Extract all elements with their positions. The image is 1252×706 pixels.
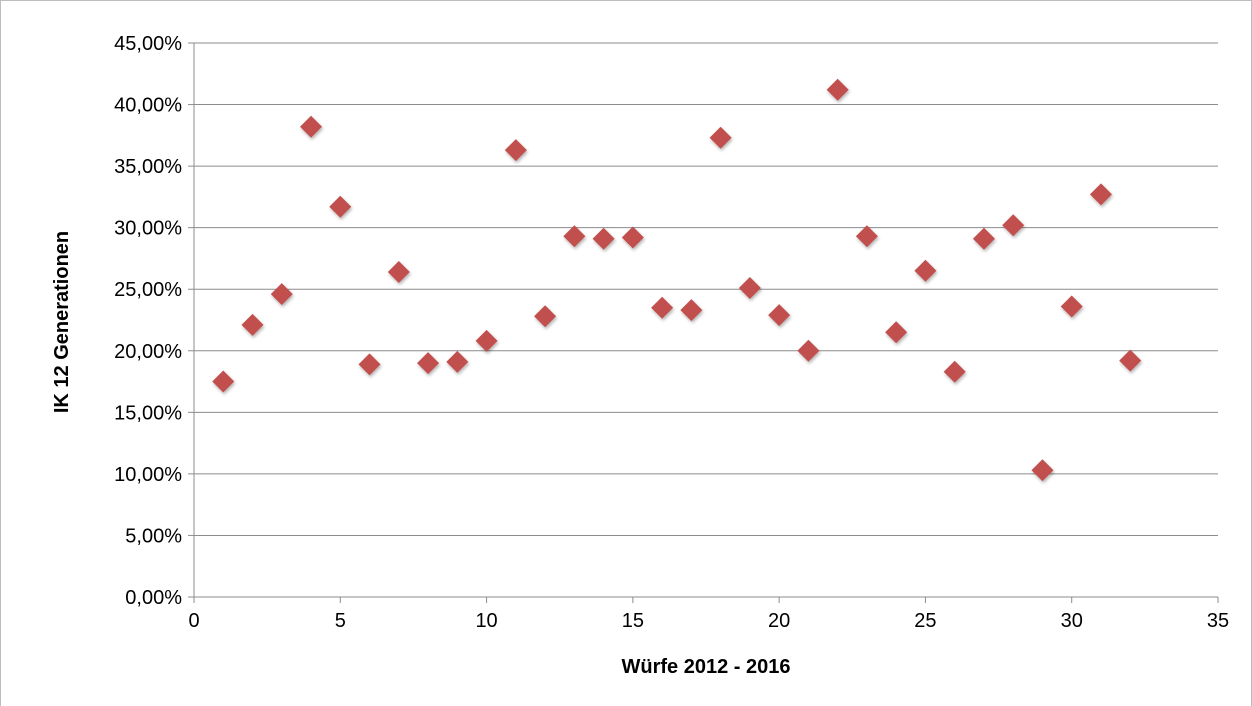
x-tick-label: 25 [914,610,936,632]
data-point [241,313,264,336]
y-tick-label: 5,00% [125,525,182,547]
data-point [972,227,995,250]
y-tick-label: 10,00% [114,464,182,486]
data-point [475,329,498,352]
y-tick-labels: 0,00% 5,00% 10,00% 15,00% 20,00% 25,00% 30,00%… [114,33,182,609]
x-tick-labels: 0 5 10 15 20 25 30 35 [188,610,1229,632]
data-point [768,304,791,327]
data-point [563,225,586,248]
x-tick-label: 0 [188,610,199,632]
data-point [417,352,440,375]
x-tick-label: 5 [335,610,346,632]
data-point [300,115,323,138]
x-tick-label: 15 [622,610,644,632]
y-tick-label: 0,00% [125,587,182,609]
gridlines [194,42,1218,536]
y-tick-label: 45,00% [114,33,182,55]
y-tick-label: 20,00% [114,341,182,363]
data-point [621,226,644,249]
x-tick-label: 20 [768,610,790,632]
data-point [797,339,820,362]
y-tick-label: 15,00% [114,402,182,424]
x-axis-title: Würfe 2012 - 2016 [622,656,791,678]
data-point [504,139,527,162]
data-point [914,259,937,282]
y-axis-title: IK 12 Generationen [51,231,73,413]
data-point [534,305,557,328]
data-point [592,227,615,250]
data-point [212,370,235,393]
y-tick-label: 25,00% [114,279,182,301]
y-tick-label: 35,00% [114,156,182,178]
data-point [1031,459,1054,482]
data-point [855,225,878,248]
x-tick-label: 10 [475,610,497,632]
data-point [709,126,732,149]
data-point [680,299,703,322]
data-point [738,276,761,299]
data-point [1060,295,1083,318]
data-point [1002,214,1025,237]
x-tick-label: 35 [1207,610,1229,632]
data-point [446,350,469,373]
x-tick-label: 30 [1061,610,1083,632]
data-point [358,353,381,376]
data-point [943,360,966,383]
data-point [1089,183,1112,206]
y-tick-label: 40,00% [114,95,182,117]
data-point [270,283,293,306]
data-point [329,195,352,218]
data-points [212,78,1142,482]
data-point [651,296,674,319]
axes [188,42,1219,603]
data-point [387,260,410,283]
data-point [885,321,908,344]
y-tick-label: 30,00% [114,218,182,240]
data-point [1119,349,1142,372]
data-point [826,78,849,101]
